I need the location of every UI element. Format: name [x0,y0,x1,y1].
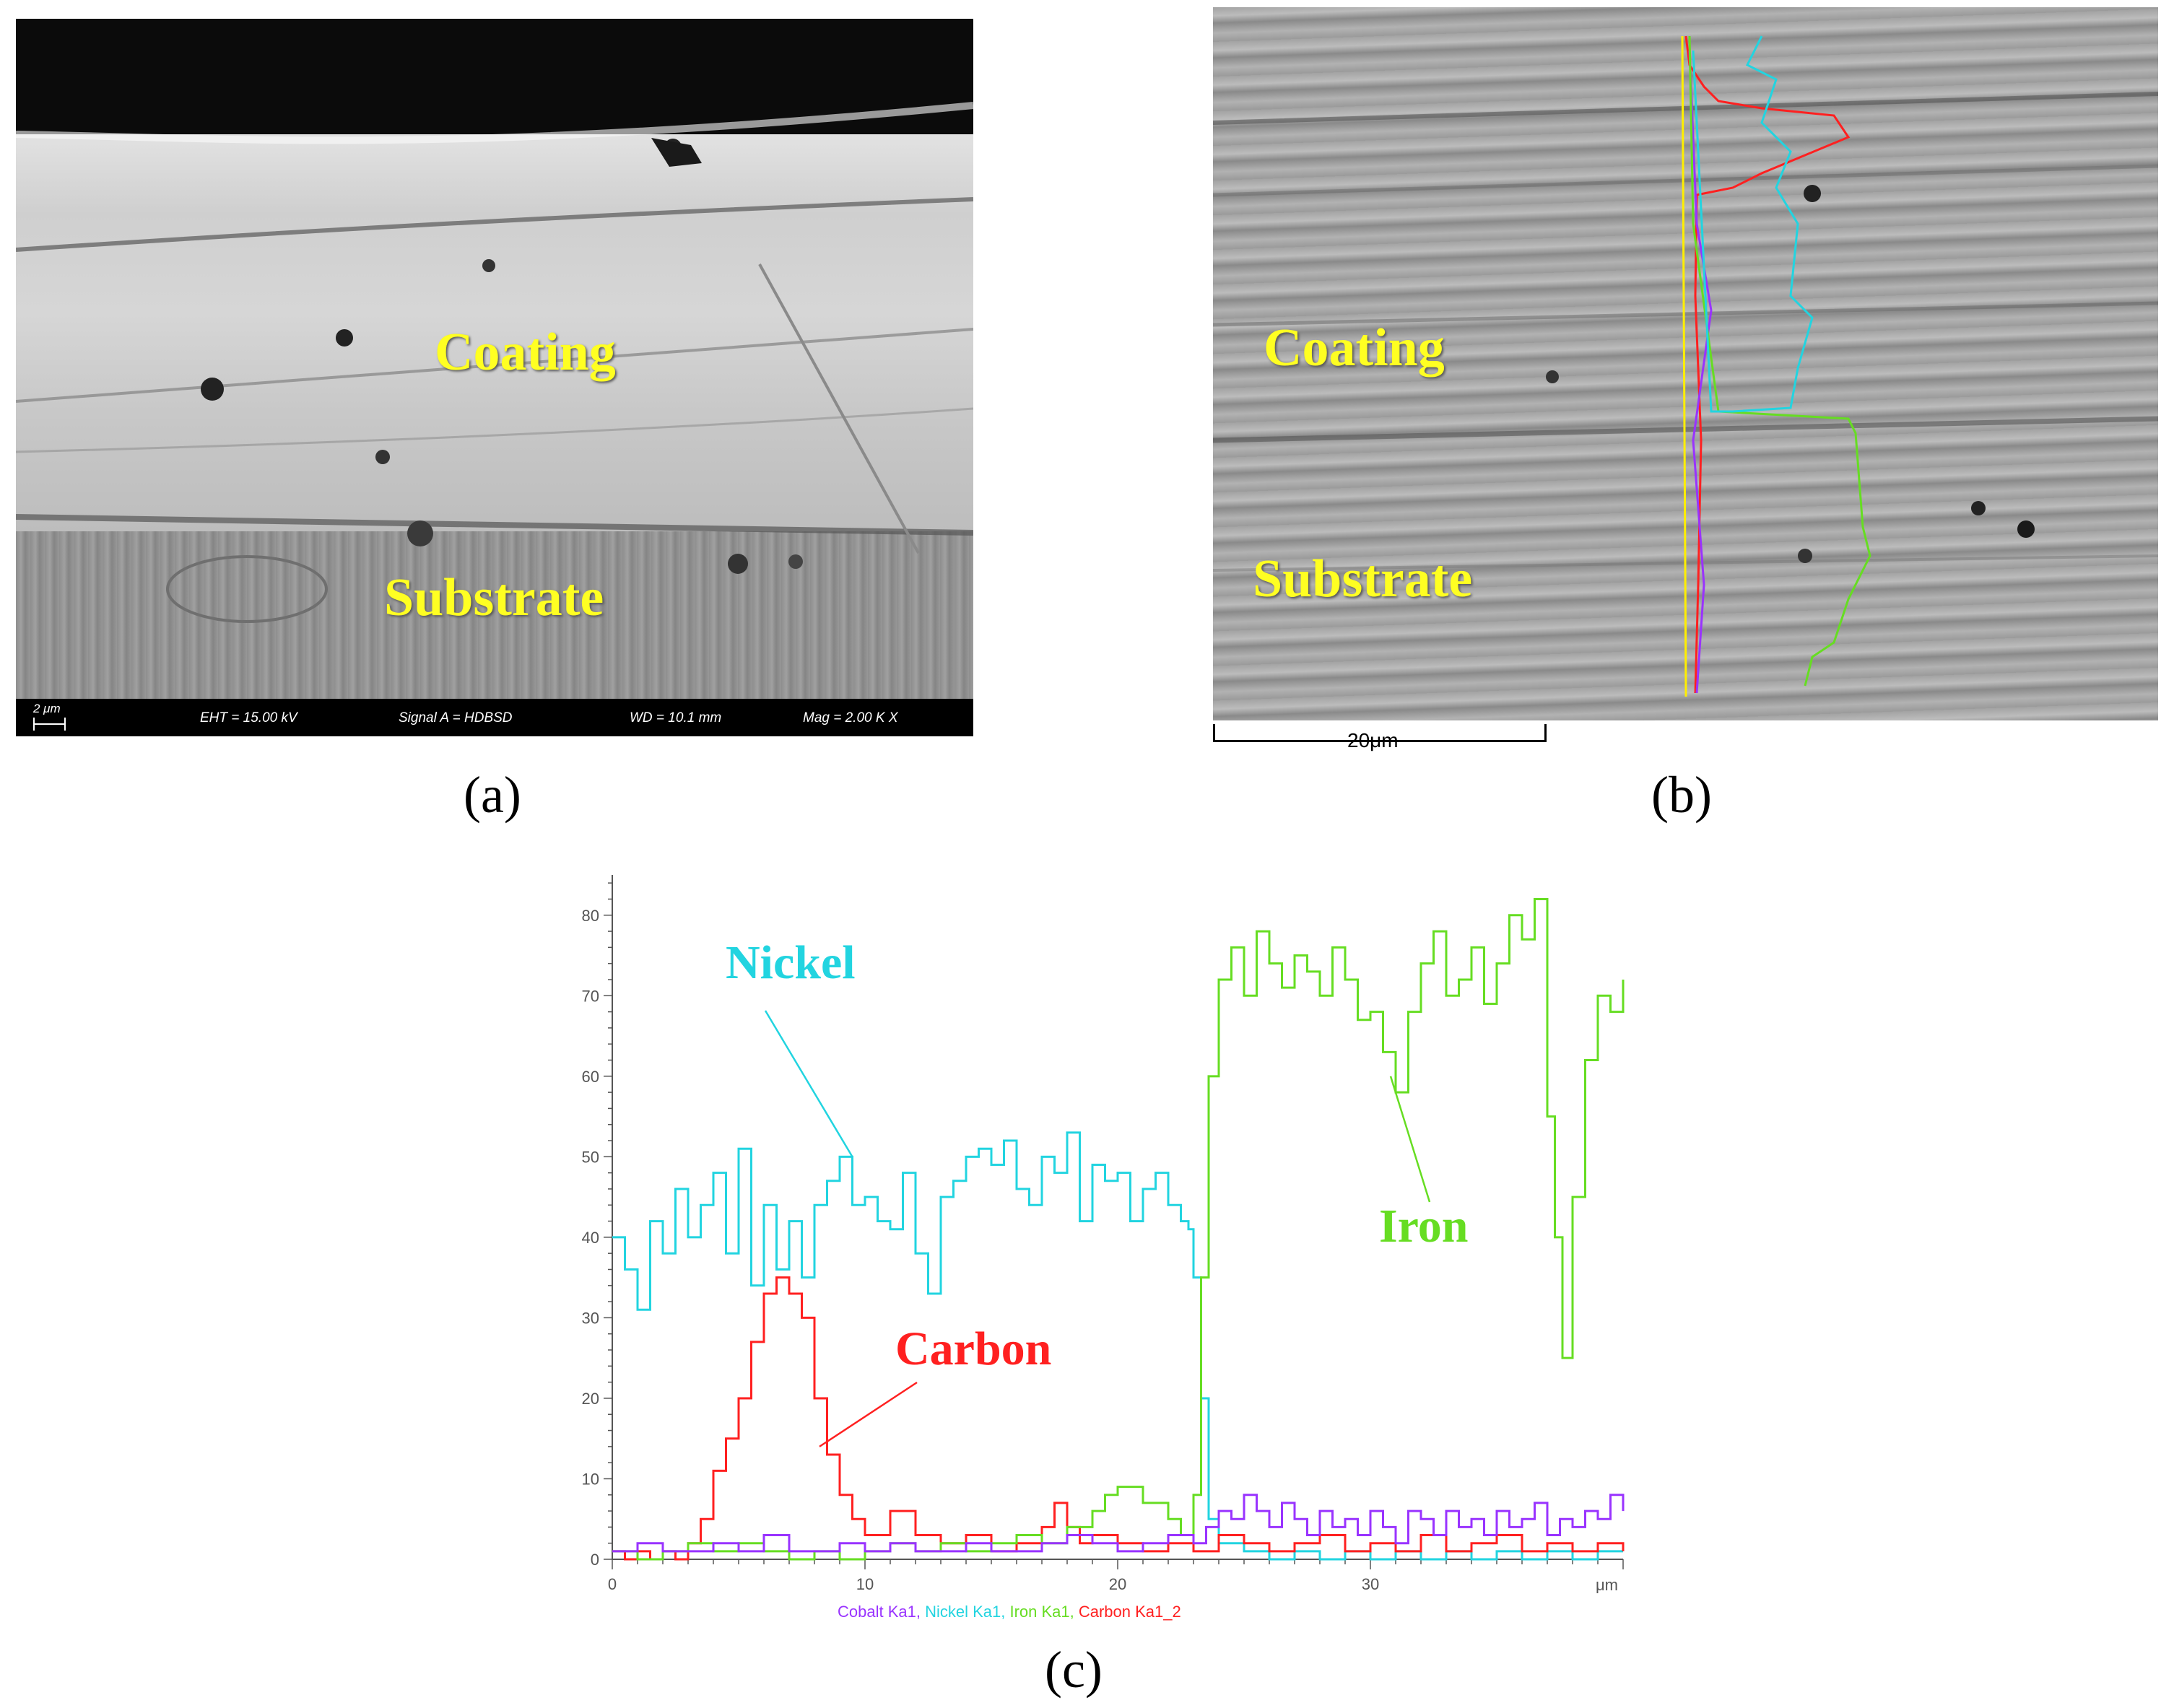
caption-a: (a) [464,766,521,824]
callout-line-nickel [764,1010,853,1157]
callout-label-iron: Iron [1379,1200,1469,1252]
substrate-region [16,531,973,699]
coating-label: Coating [435,323,616,382]
chart-series [612,897,1625,1561]
caption-c: (c) [1045,1641,1103,1699]
substrate-label: Substrate [1253,549,1473,609]
callout-label-carbon: Carbon [895,1323,1051,1375]
chart-axes: 0 10 20 30 40 50 60 70 80 0 10 20 30 [582,875,1624,1593]
x-tick-label: 0 [608,1575,617,1593]
legend-entry-cobalt: Cobalt Ka1, [838,1603,925,1621]
y-tick-label: 0 [591,1551,599,1569]
scale-bar-label: 20μm [1347,729,1399,751]
legend-entry-iron: Iron Ka1, [1009,1603,1078,1621]
callout-line-iron [1389,1076,1431,1203]
series-line-carbon [612,1276,1625,1561]
y-tick-label: 10 [582,1470,599,1488]
callout-line-carbon [819,1381,918,1447]
sem-info-bar: 2 μm EHT = 15.00 kV Signal A = HDBSD WD … [16,699,973,736]
linescan-overlay [1213,35,2158,697]
chart-callouts: Nickel Carbon Iron [726,936,1469,1447]
y-tick-label: 20 [582,1390,599,1408]
x-tick-label: 20 [1109,1575,1126,1593]
sem-dark-region [16,19,973,134]
x-axis-label: μm [1596,1576,1618,1594]
linescan-chart: 0 10 20 30 40 50 60 70 80 0 10 20 30 Nickel Carbon Iro… [582,875,1625,1621]
mag-readout: Mag = 2.00 K X [803,710,898,726]
y-tick-label: 60 [582,1068,599,1086]
wd-readout: WD = 10.1 mm [630,710,722,726]
y-tick-label: 70 [582,987,599,1005]
scale-bar-icon [33,718,66,731]
signal-readout: Signal A = HDBSD [399,710,513,726]
coating-label: Coating [1264,318,1445,378]
legend-entry-nickel: Nickel Ka1, [925,1603,1009,1621]
sem-texture-a [16,102,973,623]
y-tick-label: 50 [582,1148,599,1166]
scale-label: 2 μm [33,702,61,715]
y-tick-label: 40 [582,1229,599,1247]
chart-legend: Cobalt Ka1, Nickel Ka1, Iron Ka1, Carbon… [838,1603,1181,1621]
substrate-label: Substrate [384,568,604,627]
legend-entry-carbon: Carbon Ka1_2 [1079,1603,1181,1621]
coating-region [16,134,973,531]
y-tick-label: 80 [582,907,599,925]
eht-readout: EHT = 15.00 kV [200,710,297,726]
scale-bar [1213,724,1547,742]
x-tick-label: 10 [856,1575,874,1593]
series-line-cobalt [612,1494,1625,1553]
sem-image-a: Coating Substrate 2 μm EHT = 15.00 kV Si… [16,19,973,736]
x-tick-label: 30 [1362,1575,1379,1593]
y-tick-label: 30 [582,1309,599,1327]
caption-b: (b) [1651,766,1712,824]
sem-image-b: Coating Substrate [1213,7,2158,720]
series-line-nickel [612,1131,1623,1561]
callout-label-nickel: Nickel [726,936,856,989]
